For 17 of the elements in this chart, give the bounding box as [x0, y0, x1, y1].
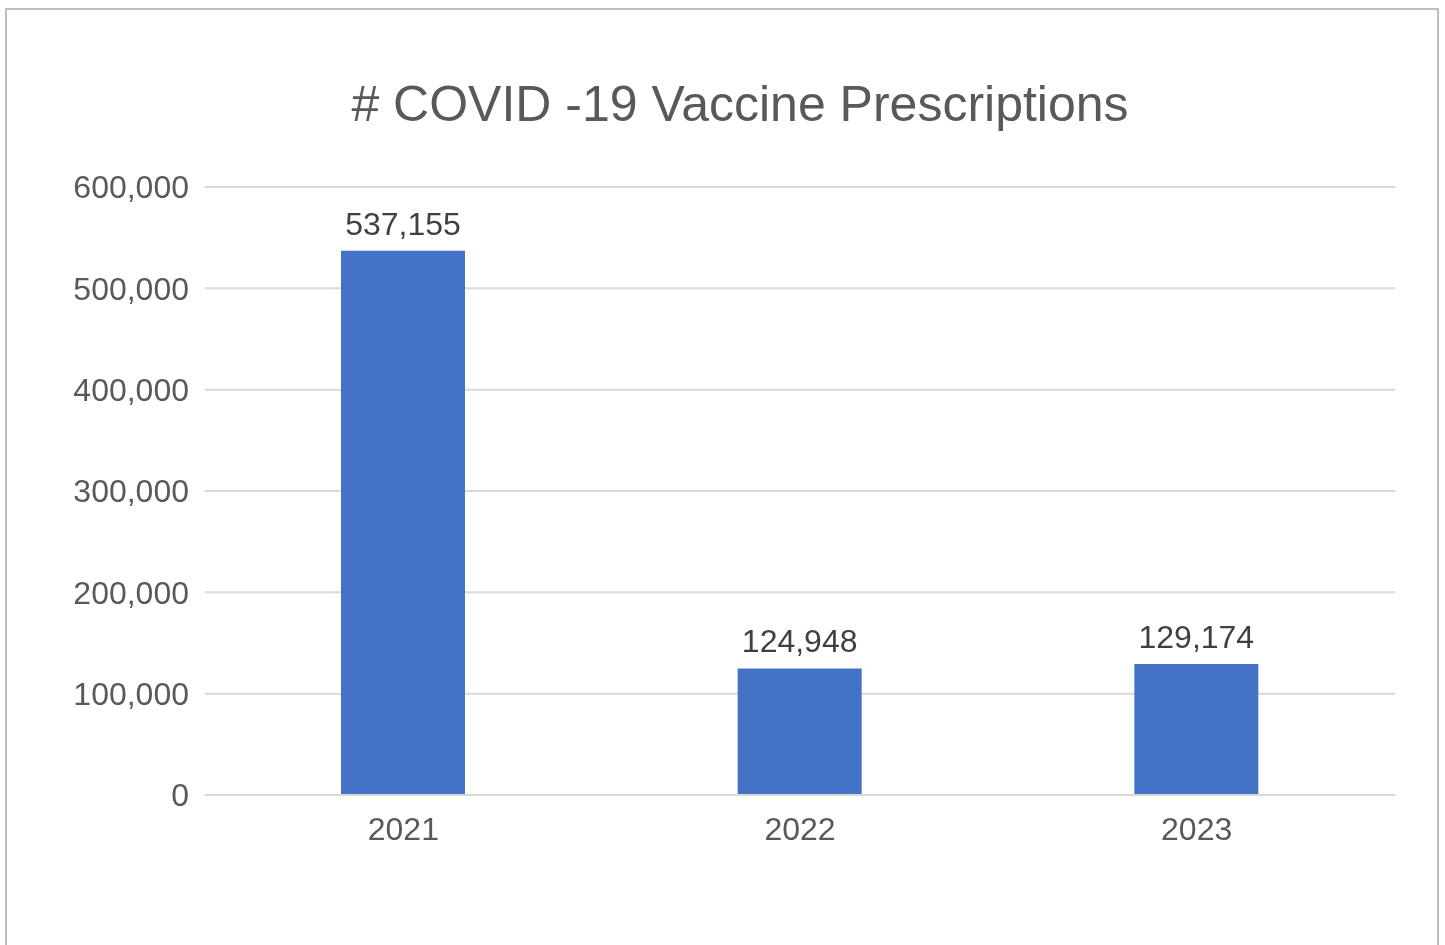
bar [737, 668, 862, 795]
x-tick-label: 2022 [764, 810, 836, 847]
y-tick-label: 600,000 [73, 169, 189, 206]
bar [1134, 664, 1259, 795]
data-label: 129,174 [1138, 619, 1255, 656]
y-tick-label: 0 [171, 777, 189, 814]
y-tick-label: 200,000 [73, 574, 189, 611]
chart-title: # COVID -19 Vaccine Prescriptions [350, 75, 1130, 133]
y-tick-label: 400,000 [73, 372, 189, 409]
x-tick-label: 2023 [1161, 810, 1233, 847]
data-label: 537,155 [345, 205, 461, 242]
y-tick-label: 300,000 [73, 473, 189, 510]
data-label: 124,948 [741, 623, 858, 660]
bar [341, 250, 465, 795]
x-tick-label: 2021 [367, 810, 439, 847]
y-tick-label: 100,000 [73, 676, 189, 713]
y-tick-label: 500,000 [73, 270, 189, 307]
